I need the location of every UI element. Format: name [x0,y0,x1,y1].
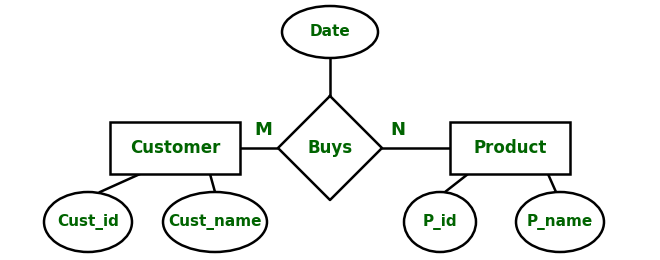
Ellipse shape [282,6,378,58]
Ellipse shape [163,192,267,252]
Text: P_name: P_name [527,214,593,230]
Text: P_id: P_id [422,214,457,230]
Text: Date: Date [310,24,350,40]
Text: Product: Product [473,139,546,157]
Text: M: M [254,121,272,139]
Ellipse shape [44,192,132,252]
Text: Customer: Customer [130,139,220,157]
Text: Cust_name: Cust_name [168,214,262,230]
Text: Buys: Buys [308,139,352,157]
Text: N: N [391,121,405,139]
Text: Cust_id: Cust_id [57,214,119,230]
Ellipse shape [516,192,604,252]
FancyBboxPatch shape [110,122,240,174]
Ellipse shape [404,192,476,252]
FancyBboxPatch shape [450,122,570,174]
Polygon shape [278,96,382,200]
